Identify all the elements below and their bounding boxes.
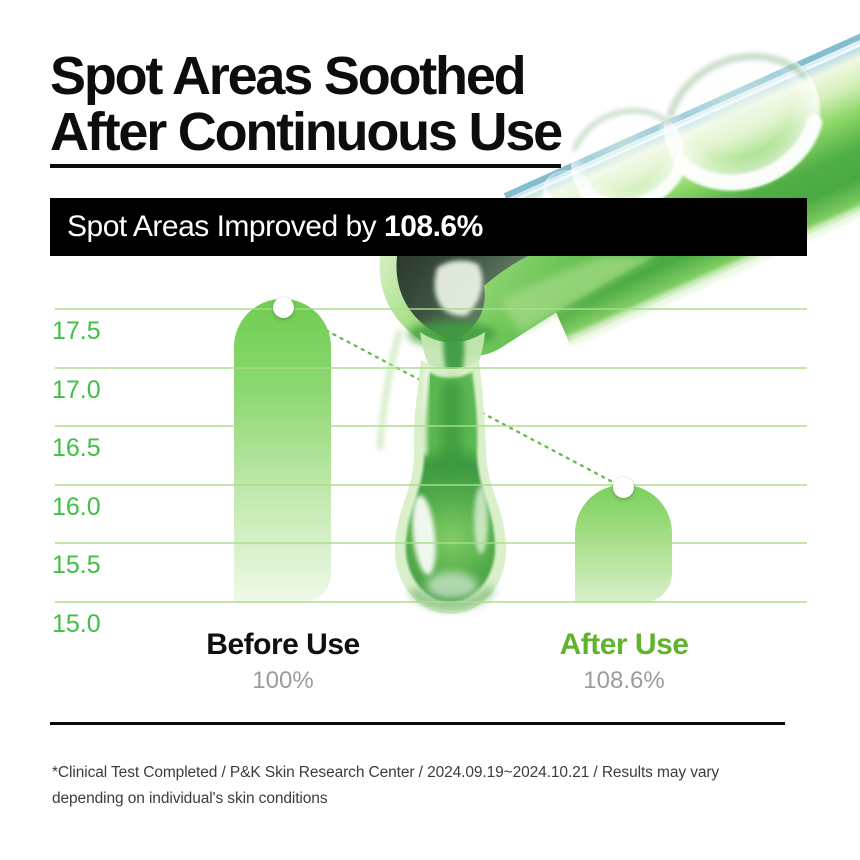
marker-before-use [273,297,294,318]
improvement-banner: Spot Areas Improved by 108.6% [50,198,807,256]
clinical-test-footnote: *Clinical Test Completed / P&K Skin Rese… [52,764,720,807]
footer-divider [50,722,785,725]
banner-value: 108.6% [384,210,483,243]
dashed-connector-line [282,306,626,490]
ytick-15-0: 15.0 [52,610,101,638]
gridline-15-5 [55,542,807,544]
title-line-1: Spot Areas Soothed [50,46,527,106]
title-line-2-underlined: After Continuous Use [50,104,563,169]
category-label-after-use: After Use [559,628,689,661]
dropper-tip [376,256,656,451]
ytick-17-0: 17.0 [52,376,101,404]
gridline-17-0 [55,367,807,369]
category-label-before-use: Before Use [206,628,360,661]
gridline-16-0 [55,484,807,486]
improvement-banner-text: Spot Areas Improved by 108.6% [67,210,483,244]
banner-prefix: Spot Areas Improved by [67,210,385,243]
bubble-large [663,46,823,191]
ytick-15-5: 15.5 [52,551,101,579]
ytick-16-5: 16.5 [52,434,101,462]
gridline-16-5 [55,425,807,427]
gridline-15-0 [55,601,807,603]
ytick-16-0: 16.0 [52,493,101,521]
bar-before-use [234,299,331,603]
value-label-after-use: 108.6% [583,667,665,694]
page-title: Spot Areas Soothed After Continuous Use [50,46,563,169]
marker-after-use [613,477,634,498]
serum-drop [394,360,507,614]
ytick-17-5: 17.5 [52,317,101,345]
bar-after-use [575,485,672,603]
gridline-17-5 [55,308,807,310]
value-label-before-use: 100% [252,667,314,694]
